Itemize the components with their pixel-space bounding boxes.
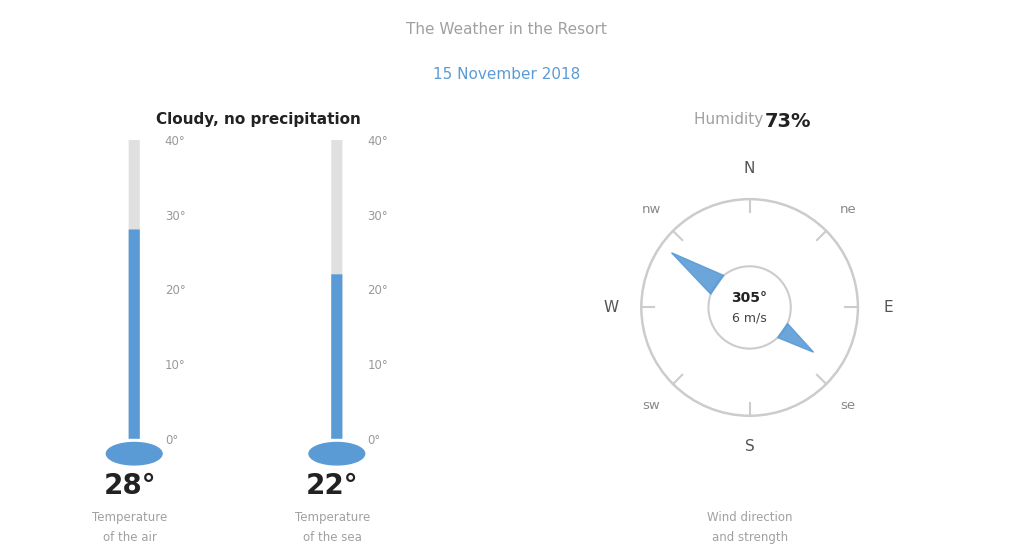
Text: The Weather in the Resort: The Weather in the Resort <box>406 22 607 37</box>
Circle shape <box>106 443 162 465</box>
Text: 15 November 2018: 15 November 2018 <box>433 67 580 82</box>
Text: 305°: 305° <box>731 291 768 305</box>
Text: sw: sw <box>642 399 660 412</box>
FancyBboxPatch shape <box>331 274 342 439</box>
Text: Temperature: Temperature <box>92 511 167 524</box>
Text: 22°: 22° <box>306 472 359 500</box>
Text: Wind direction: Wind direction <box>707 511 792 524</box>
Text: of the air: of the air <box>102 531 157 544</box>
Circle shape <box>309 443 365 465</box>
Text: Humidity: Humidity <box>694 112 768 127</box>
FancyBboxPatch shape <box>129 229 140 439</box>
Circle shape <box>708 266 791 349</box>
Text: of the sea: of the sea <box>303 531 362 544</box>
Text: 6 m/s: 6 m/s <box>732 312 767 325</box>
Text: 73%: 73% <box>765 112 811 131</box>
Polygon shape <box>672 253 723 294</box>
Text: ne: ne <box>840 203 856 216</box>
Polygon shape <box>778 324 813 352</box>
Text: 28°: 28° <box>103 472 156 500</box>
Text: se: se <box>840 399 855 412</box>
FancyBboxPatch shape <box>331 140 342 439</box>
Text: N: N <box>744 162 756 176</box>
Text: E: E <box>883 300 893 315</box>
Text: W: W <box>604 300 619 315</box>
Text: nw: nw <box>642 203 661 216</box>
Text: S: S <box>745 439 755 453</box>
Text: Temperature: Temperature <box>295 511 370 524</box>
Text: Cloudy, no precipitation: Cloudy, no precipitation <box>156 112 361 127</box>
FancyBboxPatch shape <box>129 140 140 439</box>
Text: and strength: and strength <box>711 531 788 544</box>
